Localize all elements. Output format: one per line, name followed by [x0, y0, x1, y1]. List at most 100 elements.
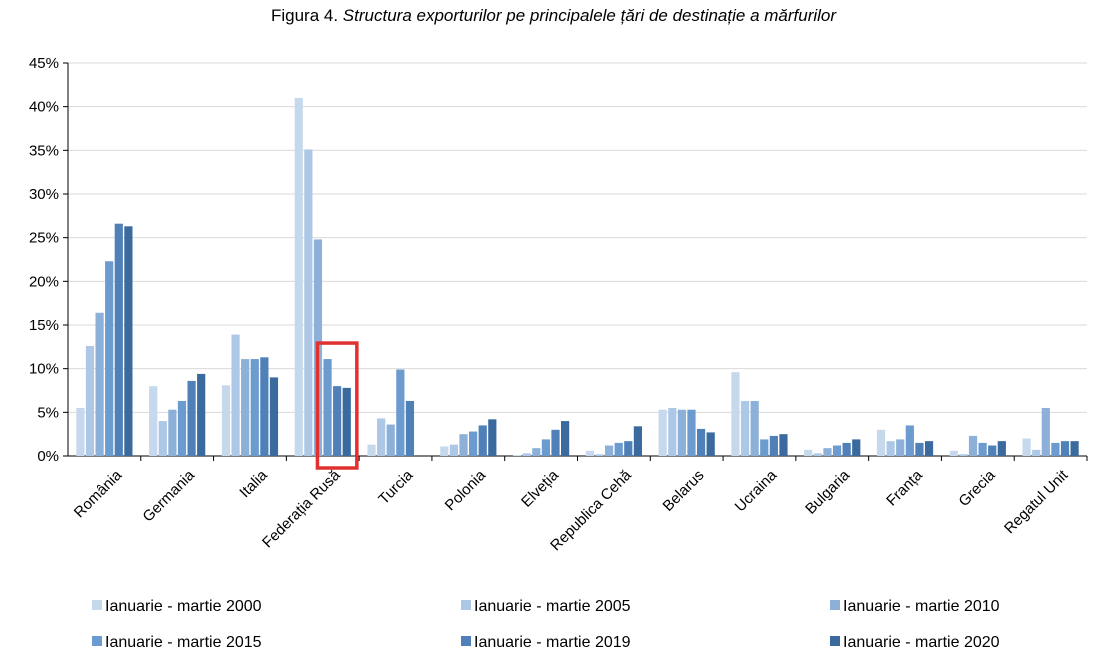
bar [114, 223, 123, 456]
bar [197, 373, 206, 456]
y-tick-label: 35% [29, 142, 59, 159]
legend-swatch [830, 636, 840, 646]
bar [804, 449, 813, 456]
bars [76, 97, 1079, 456]
category-label: România [71, 466, 126, 521]
y-tick-label: 30% [29, 186, 59, 203]
bar [405, 400, 415, 456]
bar [595, 454, 604, 456]
bar [513, 455, 522, 456]
bar [377, 418, 386, 456]
bar [333, 386, 342, 456]
bar [561, 421, 570, 456]
bar [532, 448, 541, 456]
bar [488, 419, 497, 456]
bar [76, 407, 85, 456]
y-tick-label: 25% [29, 230, 59, 247]
bar [760, 439, 769, 456]
chart-title-text: Structura exporturilor pe principalele ț… [342, 6, 837, 25]
bar [915, 442, 924, 456]
bar [304, 149, 313, 456]
category-label: Italia [236, 466, 271, 501]
bar [177, 400, 187, 456]
bar [124, 226, 133, 456]
bar [823, 448, 832, 456]
bar [1060, 441, 1070, 456]
bar [949, 450, 958, 456]
legend-swatch [461, 636, 471, 646]
y-tick-label: 20% [29, 273, 59, 290]
bar [260, 357, 269, 456]
bar [469, 431, 478, 456]
legend-swatch [92, 600, 102, 610]
bar [614, 442, 623, 456]
bar [968, 435, 978, 456]
bar [677, 409, 686, 456]
bar [478, 425, 487, 456]
bar [1032, 449, 1041, 456]
category-label: Bulgaria [802, 466, 853, 517]
legend: Ianuarie - martie 2000 Ianuarie - martie … [92, 598, 1000, 651]
bar [876, 429, 886, 456]
bar [250, 359, 259, 456]
bar [1070, 441, 1079, 456]
bar [750, 400, 759, 456]
bar [440, 446, 449, 456]
bar [241, 359, 250, 456]
bar [997, 441, 1006, 456]
bar [1041, 407, 1050, 456]
bar [813, 453, 822, 456]
category-label: Federația Rusă [259, 466, 344, 551]
bar [294, 97, 303, 456]
bar [187, 380, 196, 456]
y-tick-label: 0% [37, 448, 59, 465]
bar [323, 359, 332, 456]
bar [604, 445, 614, 456]
bar [779, 434, 788, 456]
y-tick-label: 45% [29, 55, 59, 72]
bar [386, 424, 395, 456]
bar [585, 450, 594, 456]
bar [624, 441, 633, 456]
bar [396, 369, 405, 456]
bar [852, 439, 861, 456]
bar [905, 425, 914, 456]
y-tick-label: 15% [29, 317, 59, 334]
bar [633, 426, 642, 456]
bar [924, 441, 934, 456]
category-label: Elveția [518, 466, 562, 510]
bar [658, 409, 667, 456]
bar [842, 442, 851, 456]
bar [158, 421, 167, 456]
bar [551, 429, 560, 456]
legend-label: Ianuarie - martie 2000 [105, 598, 262, 615]
chart-title: Figura 4. Structura exporturilor pe prin… [0, 6, 1107, 26]
bar [168, 409, 177, 456]
bar [687, 409, 696, 456]
bar [95, 312, 104, 456]
legend-swatch [830, 600, 840, 610]
bar [522, 453, 531, 456]
y-tick-label: 5% [37, 404, 59, 421]
legend-label: Ianuarie - martie 2019 [474, 634, 631, 651]
bar [105, 261, 114, 456]
bar [269, 377, 279, 456]
bar [886, 441, 895, 456]
category-label: Franța [883, 466, 926, 509]
bar [988, 445, 997, 456]
legend-label: Ianuarie - martie 2010 [843, 598, 1000, 615]
legend-label: Ianuarie - martie 2020 [843, 634, 1000, 651]
bar [541, 439, 551, 456]
bar [459, 434, 468, 456]
bar [731, 372, 740, 456]
bar [896, 439, 905, 456]
bar [449, 444, 459, 456]
y-tick-label: 10% [29, 361, 59, 378]
category-label: Grecia [955, 466, 999, 510]
bar [668, 407, 677, 456]
bar [1051, 442, 1060, 456]
bar [342, 387, 351, 456]
highlight-box [315, 341, 359, 470]
